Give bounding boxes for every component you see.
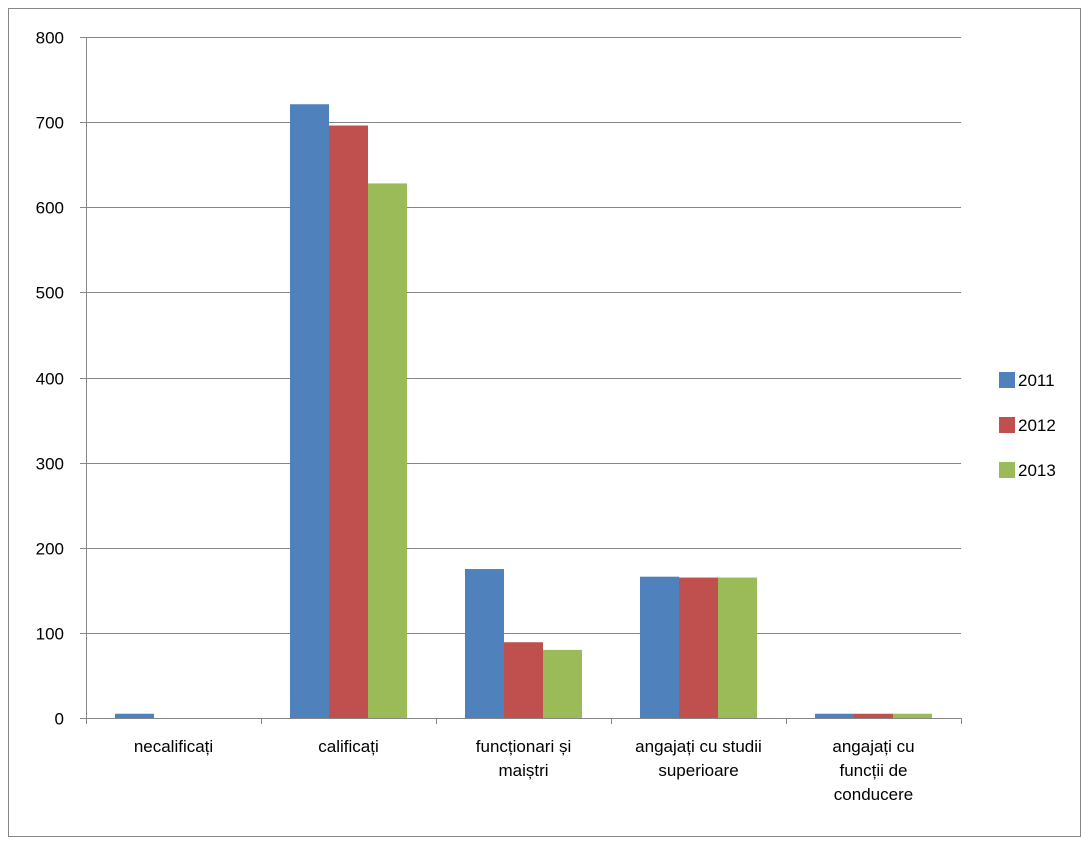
x-tick-label: conducere xyxy=(834,785,913,804)
bar-2011-0 xyxy=(115,713,154,718)
legend-label-2012: 2012 xyxy=(1018,416,1056,435)
y-tick-label: 700 xyxy=(36,114,64,133)
axes xyxy=(80,37,962,724)
bar-2013-2 xyxy=(543,649,582,718)
legend-swatch-2011 xyxy=(999,372,1015,388)
bar-2013-1 xyxy=(368,183,407,719)
legend-swatch-2013 xyxy=(999,462,1015,478)
bar-2013-3 xyxy=(718,577,757,718)
bar-2012-4 xyxy=(854,713,893,718)
bar-2012-3 xyxy=(679,577,718,718)
x-tick-labels: necalificați calificați funcționari și maiș… xyxy=(134,737,915,804)
y-tick-label: 600 xyxy=(36,199,64,218)
bars xyxy=(115,104,932,719)
y-tick-label: 200 xyxy=(36,540,64,559)
y-tick-label: 0 xyxy=(55,710,64,729)
bar-2012-1 xyxy=(329,125,368,718)
x-tick-label: angajați cu studii xyxy=(635,737,762,756)
bar-2011-2 xyxy=(465,569,504,718)
x-tick-label: necalificați xyxy=(134,737,213,756)
gridlines xyxy=(86,37,961,634)
y-tick-label: 300 xyxy=(36,455,64,474)
x-tick-label: funcții de xyxy=(839,761,907,780)
x-tick-label: funcționari și xyxy=(476,737,571,756)
bar-2011-3 xyxy=(640,576,679,718)
legend-label-2011: 2011 xyxy=(1018,371,1055,390)
y-tick-label: 500 xyxy=(36,284,64,303)
legend: 2011 2012 2013 xyxy=(999,371,1056,480)
bar-2011-4 xyxy=(815,713,854,718)
y-tick-labels: 0 100 200 300 400 500 600 700 800 xyxy=(36,29,64,729)
bar-2013-4 xyxy=(893,713,932,718)
x-tick-label: maiștri xyxy=(498,761,548,780)
y-tick-label: 400 xyxy=(36,370,64,389)
x-tick-label: calificați xyxy=(318,737,378,756)
y-tick-label: 800 xyxy=(36,29,64,48)
y-tick-label: 100 xyxy=(36,625,64,644)
bar-2012-2 xyxy=(504,642,543,718)
x-tick-label: superioare xyxy=(658,761,738,780)
legend-label-2013: 2013 xyxy=(1018,461,1056,480)
x-tick-label: angajați cu xyxy=(832,737,914,756)
bar-2011-1 xyxy=(290,104,329,718)
legend-swatch-2012 xyxy=(999,417,1015,433)
